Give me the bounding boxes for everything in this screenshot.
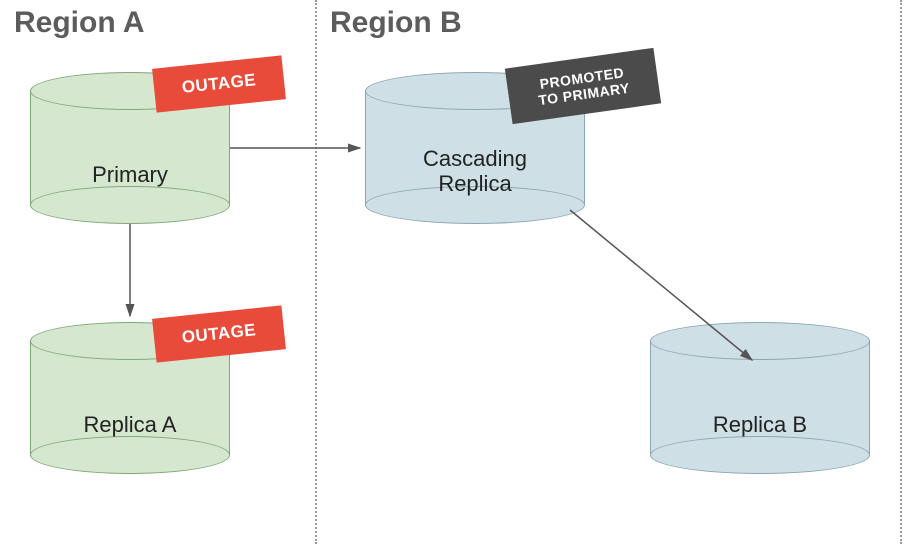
db-replica-b: Replica B bbox=[650, 322, 870, 472]
outage-badge-replica-a: OUTAGE bbox=[152, 305, 286, 362]
promoted-badge-text: PROMOTED TO PRIMARY bbox=[535, 64, 631, 109]
db-replica-a-label: Replica A bbox=[30, 412, 230, 437]
region-divider-1 bbox=[315, 0, 317, 544]
db-cascading-replica-label: Cascading Replica bbox=[365, 146, 585, 197]
outage-badge-replica-a-text: OUTAGE bbox=[181, 320, 257, 348]
db-primary-label: Primary bbox=[30, 162, 230, 187]
region-a-title: Region A bbox=[14, 6, 145, 40]
promoted-badge: PROMOTED TO PRIMARY bbox=[505, 48, 661, 124]
db-replica-b-label: Replica B bbox=[650, 412, 870, 437]
outage-badge-primary-text: OUTAGE bbox=[181, 70, 257, 98]
region-b-title: Region B bbox=[330, 6, 462, 40]
region-divider-2 bbox=[900, 0, 902, 544]
outage-badge-primary: OUTAGE bbox=[152, 55, 286, 112]
